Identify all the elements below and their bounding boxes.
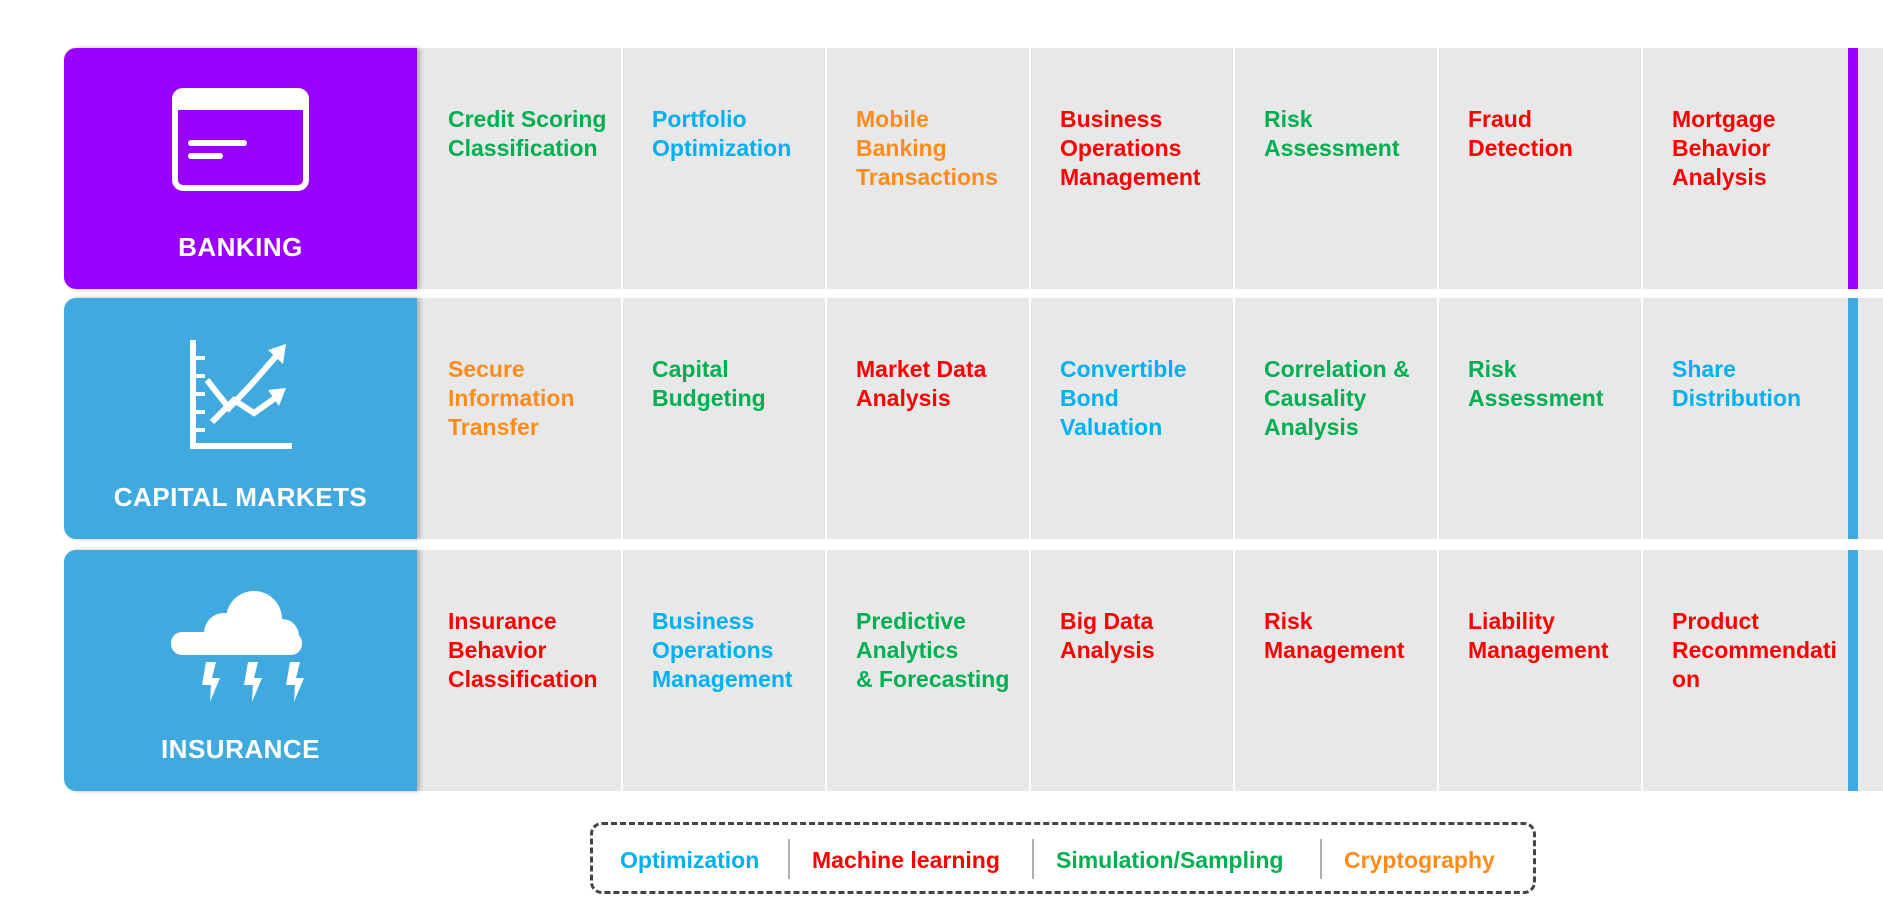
cell-divider (1641, 550, 1643, 791)
cell-divider (621, 48, 623, 289)
legend-divider (1032, 839, 1034, 879)
cell-divider (1029, 550, 1031, 791)
line-chart-icon (190, 340, 292, 449)
cell-divider (1641, 48, 1643, 289)
cell-divider (1029, 48, 1031, 289)
legend-item-optimization: Optimization (620, 847, 760, 873)
cell-correlation-causality: Correlation & Causality Analysis (1264, 356, 1410, 440)
cell-convertible-bond: Convertible Bond Valuation (1060, 356, 1187, 440)
row-insurance: INSURANCE Insurance Behavior Classificat… (64, 550, 1883, 791)
cell-risk-assessment: Risk Assessment (1264, 106, 1400, 161)
cell-divider (621, 550, 623, 791)
cell-capital-budgeting: Capital Budgeting (652, 356, 766, 411)
cell-fraud-detection: Fraud Detection (1468, 106, 1573, 161)
banking-label: BANKING (178, 232, 303, 262)
legend-item-machine-learning: Machine learning (812, 847, 1000, 873)
row-banking: BANKING Credit Scoring Classification Po… (64, 48, 1883, 289)
cell-divider (825, 48, 827, 289)
cell-risk-management: Risk Management (1264, 608, 1405, 663)
capital-markets-header: CAPITAL MARKETS (64, 298, 417, 539)
legend-item-cryptography: Cryptography (1344, 847, 1495, 873)
cell-divider (621, 298, 623, 539)
legend-item-simulation-sampling: Simulation/Sampling (1056, 847, 1284, 873)
row-capital-markets: CAPITAL MARKETS Secure Information Trans… (64, 298, 1883, 539)
cell-divider (1641, 298, 1643, 539)
insurance-edge-stripe (1848, 550, 1858, 791)
banking-edge-stripe (1848, 48, 1858, 289)
cell-divider (1437, 550, 1439, 791)
cell-risk-assessment: Risk Assessment (1468, 356, 1604, 411)
cell-predictive-analytics: Predictive Analytics & Forecasting (856, 608, 1010, 692)
cell-share-distribution: Share Distribution (1672, 356, 1802, 411)
legend: Optimization Machine learning Simulation… (590, 822, 1536, 894)
capital-markets-cells: Secure Information Transfer Capital Budg… (417, 298, 1883, 539)
cell-divider (825, 298, 827, 539)
cell-product-recommendation: Product Recommendati on (1672, 608, 1837, 692)
cell-portfolio-optimization: Portfolio Optimization (652, 106, 792, 161)
credit-card-icon (172, 88, 309, 191)
cell-liability-management: Liability Management (1468, 608, 1609, 663)
cell-business-operations: Business Operations Management (1060, 106, 1201, 190)
cell-mobile-banking: Mobile Banking Transactions (856, 106, 998, 190)
cell-market-data: Market Data Analysis (856, 356, 987, 411)
cell-divider (1029, 298, 1031, 539)
capital-markets-edge-stripe (1848, 298, 1858, 539)
capital-markets-label: CAPITAL MARKETS (113, 482, 368, 512)
storm-cloud-icon (171, 591, 304, 702)
cell-divider (825, 550, 827, 791)
cell-divider (1233, 48, 1235, 289)
cell-secure-information: Secure Information Transfer (448, 356, 575, 440)
insurance-cells: Insurance Behavior Classification Busine… (417, 550, 1883, 791)
banking-header: BANKING (64, 48, 417, 289)
cell-big-data: Big Data Analysis (1060, 608, 1155, 663)
cell-insurance-behavior: Insurance Behavior Classification (448, 608, 598, 692)
cell-credit-scoring: Credit Scoring Classification (448, 106, 607, 161)
cell-divider (1437, 48, 1439, 289)
cell-divider (1233, 298, 1235, 539)
cell-divider (1437, 298, 1439, 539)
cell-divider (1233, 550, 1235, 791)
cell-business-operations: Business Operations Management (652, 608, 793, 692)
insurance-header: INSURANCE (64, 550, 417, 791)
legend-divider (788, 839, 790, 879)
cell-mortgage-behavior: Mortgage Behavior Analysis (1672, 106, 1776, 190)
banking-cells: Credit Scoring Classification Portfolio … (417, 48, 1883, 289)
legend-divider (1320, 839, 1322, 879)
insurance-label: INSURANCE (160, 734, 321, 764)
